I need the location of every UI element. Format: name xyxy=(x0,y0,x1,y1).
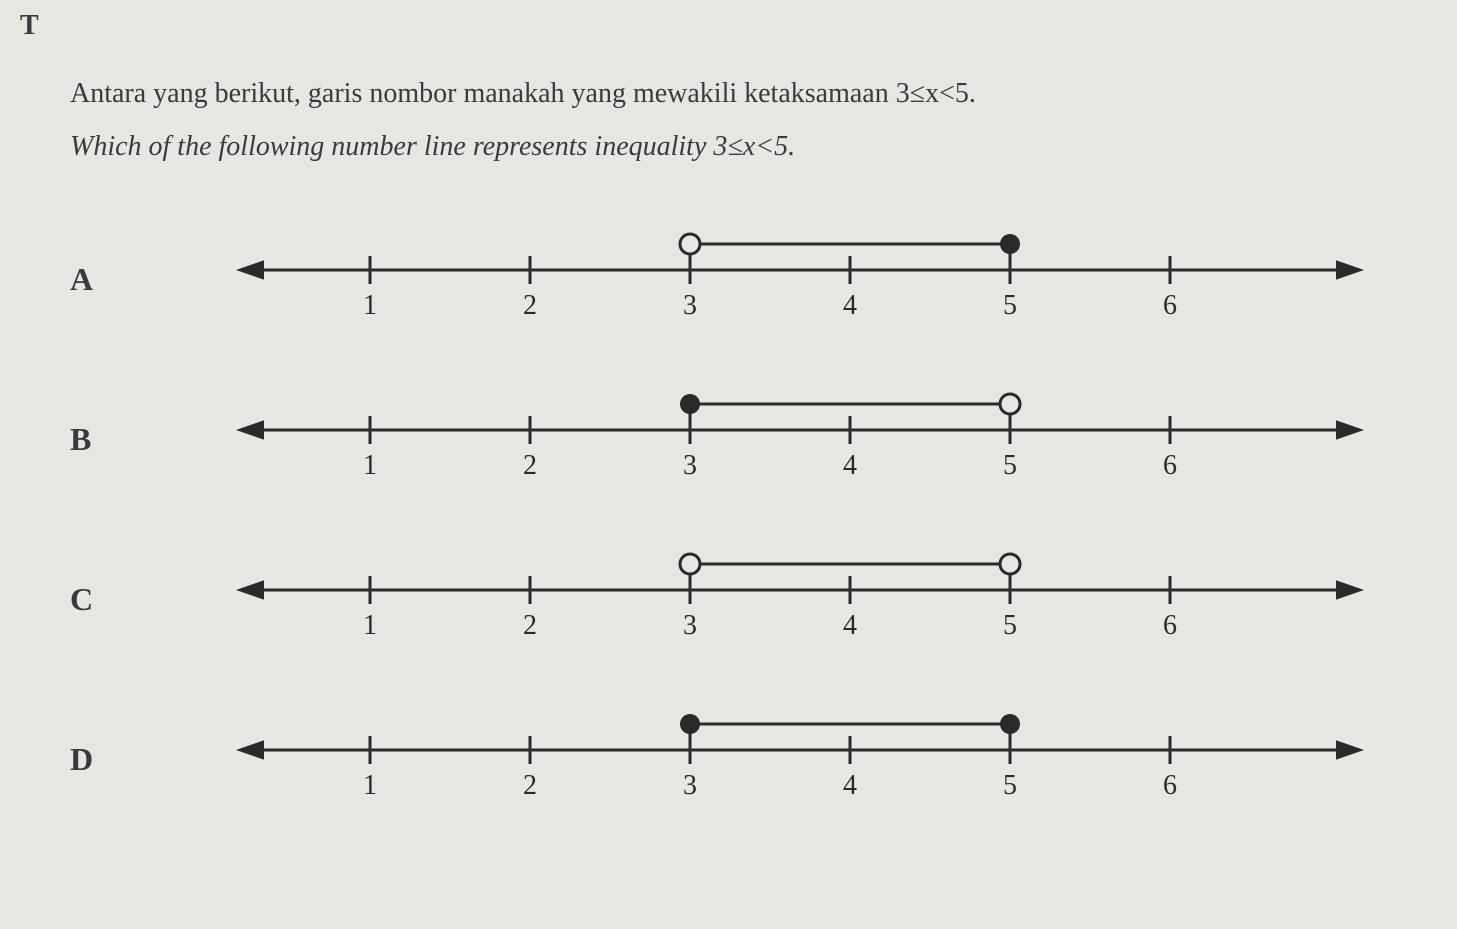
tick-label: 3 xyxy=(683,610,697,640)
open-dot-icon xyxy=(680,554,700,574)
option-row-b: B 1 2 3 4 5 6 xyxy=(70,370,1407,480)
arrow-right-icon xyxy=(1336,580,1364,600)
options-container: A 1 2 3 4 5 6 B 1 2 3 4 5 6 C 1 2 3 4 5 6 D 1 2 3 4 5 6 xyxy=(70,210,1407,800)
arrow-right-icon xyxy=(1336,740,1364,760)
tick-label: 5 xyxy=(1003,450,1017,480)
option-label: A xyxy=(70,261,170,298)
tick-label: 6 xyxy=(1163,610,1177,640)
open-dot-icon xyxy=(1000,394,1020,414)
closed-dot-icon xyxy=(1000,234,1020,254)
tick-label: 6 xyxy=(1163,770,1177,800)
numberline: 1 2 3 4 5 6 xyxy=(170,530,1407,640)
tick-label: 5 xyxy=(1003,610,1017,640)
tick-label: 1 xyxy=(363,770,377,800)
option-row-d: D 1 2 3 4 5 6 xyxy=(70,690,1407,800)
closed-dot-icon xyxy=(680,394,700,414)
option-label: D xyxy=(70,741,170,778)
numberline-svg: 1 2 3 4 5 6 xyxy=(170,530,1370,640)
question-block: Antara yang berikut, garis nombor manaka… xyxy=(70,72,1407,170)
option-row-a: A 1 2 3 4 5 6 xyxy=(70,210,1407,320)
numberline-svg: 1 2 3 4 5 6 xyxy=(170,690,1370,800)
tick-label: 1 xyxy=(363,610,377,640)
question-malay: Antara yang berikut, garis nombor manaka… xyxy=(70,72,1407,117)
numberline: 1 2 3 4 5 6 xyxy=(170,210,1407,320)
tick-label: 2 xyxy=(523,610,537,640)
tick-label: 2 xyxy=(523,450,537,480)
numberline-svg: 1 2 3 4 5 6 xyxy=(170,370,1370,480)
open-dot-icon xyxy=(680,234,700,254)
option-row-c: C 1 2 3 4 5 6 xyxy=(70,530,1407,640)
tick-label: 6 xyxy=(1163,290,1177,320)
page-corner-mark: T xyxy=(20,10,1407,42)
numberline-svg: 1 2 3 4 5 6 xyxy=(170,210,1370,320)
arrow-left-icon xyxy=(236,420,264,440)
question-inequality: 3≤x<5. xyxy=(713,131,795,162)
tick-label: 4 xyxy=(843,770,857,800)
tick-label: 2 xyxy=(523,290,537,320)
open-dot-icon xyxy=(1000,554,1020,574)
arrow-right-icon xyxy=(1336,260,1364,280)
arrow-left-icon xyxy=(236,740,264,760)
tick-label: 1 xyxy=(363,290,377,320)
tick-label: 5 xyxy=(1003,770,1017,800)
tick-label: 5 xyxy=(1003,290,1017,320)
tick-label: 3 xyxy=(683,290,697,320)
option-label: B xyxy=(70,421,170,458)
tick-label: 6 xyxy=(1163,450,1177,480)
arrow-left-icon xyxy=(236,580,264,600)
numberline: 1 2 3 4 5 6 xyxy=(170,690,1407,800)
numberline: 1 2 3 4 5 6 xyxy=(170,370,1407,480)
tick-label: 3 xyxy=(683,450,697,480)
arrow-left-icon xyxy=(236,260,264,280)
tick-label: 4 xyxy=(843,450,857,480)
option-label: C xyxy=(70,581,170,618)
tick-label: 2 xyxy=(523,770,537,800)
tick-label: 4 xyxy=(843,290,857,320)
question-english-prefix: Which of the following number line repre… xyxy=(70,131,713,162)
tick-label: 4 xyxy=(843,610,857,640)
arrow-right-icon xyxy=(1336,420,1364,440)
closed-dot-icon xyxy=(1000,714,1020,734)
question-english: Which of the following number line repre… xyxy=(70,125,1407,170)
closed-dot-icon xyxy=(680,714,700,734)
tick-label: 1 xyxy=(363,450,377,480)
tick-label: 3 xyxy=(683,770,697,800)
